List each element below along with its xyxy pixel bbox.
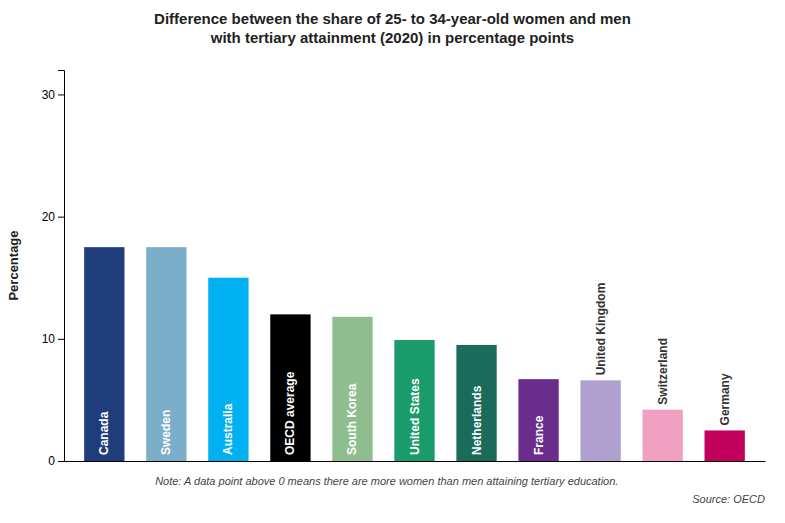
bar bbox=[642, 410, 682, 461]
y-tick: 10 bbox=[42, 332, 64, 346]
bar-label: Netherlands bbox=[470, 385, 484, 455]
y-tick-mark bbox=[58, 461, 64, 462]
chart-title-line: with tertiary attainment (2020) in perce… bbox=[210, 29, 574, 46]
bar-labels: Canada Sweden Australia OECD average South K… bbox=[97, 283, 731, 455]
bar-label: South Korea bbox=[345, 383, 359, 455]
bar bbox=[270, 314, 310, 461]
bar bbox=[208, 278, 248, 461]
y-axis-title: Percentage bbox=[6, 230, 21, 300]
y-tick-mark bbox=[58, 94, 64, 95]
y-axis-line bbox=[58, 71, 65, 462]
bar bbox=[146, 247, 186, 461]
bar bbox=[84, 247, 124, 461]
bar-label: France bbox=[532, 415, 546, 455]
y-tick-mark bbox=[58, 217, 64, 218]
bar bbox=[394, 340, 434, 461]
note: Note: A data point above 0 means there a… bbox=[155, 475, 618, 487]
source: Source: OECD bbox=[692, 493, 765, 505]
y-tick-label: 20 bbox=[42, 210, 56, 224]
bar-label: Canada bbox=[97, 411, 111, 455]
y-tick-label: 0 bbox=[48, 454, 55, 468]
bar bbox=[518, 379, 558, 461]
y-tick-mark bbox=[58, 339, 64, 340]
bar-label: Germany bbox=[718, 373, 732, 425]
y-tick: 20 bbox=[42, 210, 64, 224]
bar bbox=[332, 317, 372, 461]
y-axis: 0 10 20 30 bbox=[42, 71, 65, 469]
y-tick-label: 30 bbox=[42, 88, 56, 102]
chart-svg: Difference between the share of 25- to 3… bbox=[0, 0, 785, 523]
bar bbox=[705, 430, 745, 461]
bar bbox=[580, 380, 620, 461]
bar-label: Switzerland bbox=[656, 338, 670, 405]
bar-label: United States bbox=[408, 378, 422, 455]
bar-label: OECD average bbox=[283, 371, 297, 455]
y-tick: 0 bbox=[48, 454, 64, 468]
plot-area: 0 10 20 30 Canada Sweden Australia OECD average… bbox=[42, 71, 766, 469]
chart-title-line: Difference between the share of 25- to 3… bbox=[154, 10, 631, 27]
y-tick-label: 10 bbox=[42, 332, 56, 346]
bar bbox=[456, 345, 496, 461]
chart-title: Difference between the share of 25- to 3… bbox=[154, 10, 631, 46]
x-axis bbox=[65, 461, 766, 462]
bar-label: Australia bbox=[221, 403, 235, 455]
y-tick: 30 bbox=[42, 88, 64, 102]
bar-label: Sweden bbox=[159, 410, 173, 455]
x-axis-line bbox=[65, 461, 766, 462]
bars bbox=[84, 247, 745, 461]
bar-label: United Kingdom bbox=[594, 283, 608, 376]
